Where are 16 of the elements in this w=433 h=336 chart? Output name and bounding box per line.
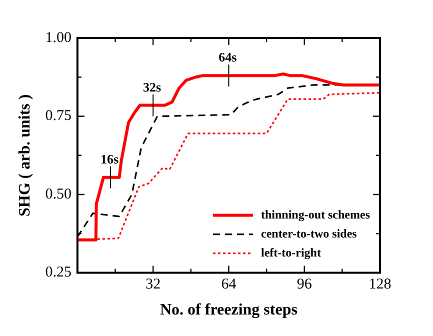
annotation: 32s — [143, 79, 162, 94]
y-tick-label: 0.75 — [45, 108, 72, 124]
annotation: 16s — [100, 151, 119, 166]
x-tick-label: 96 — [296, 276, 312, 293]
y-axis-title: SHG ( arb. units ) — [16, 94, 34, 217]
legend-label: thinning-out schemes — [260, 207, 370, 222]
x-axis-title: No. of freezing steps — [160, 302, 298, 319]
x-tick-label: 128 — [368, 276, 392, 293]
legend-label: left-to-right — [260, 245, 321, 260]
y-tick-label: 1.00 — [45, 30, 72, 46]
x-tick-label: 64 — [221, 276, 237, 293]
y-tick-label: 0.50 — [45, 186, 72, 202]
legend-label: center-to-two sides — [260, 226, 358, 240]
annotation: 64s — [218, 50, 237, 65]
y-tick-label: 0.25 — [45, 264, 72, 281]
x-tick-label: 32 — [146, 276, 161, 293]
